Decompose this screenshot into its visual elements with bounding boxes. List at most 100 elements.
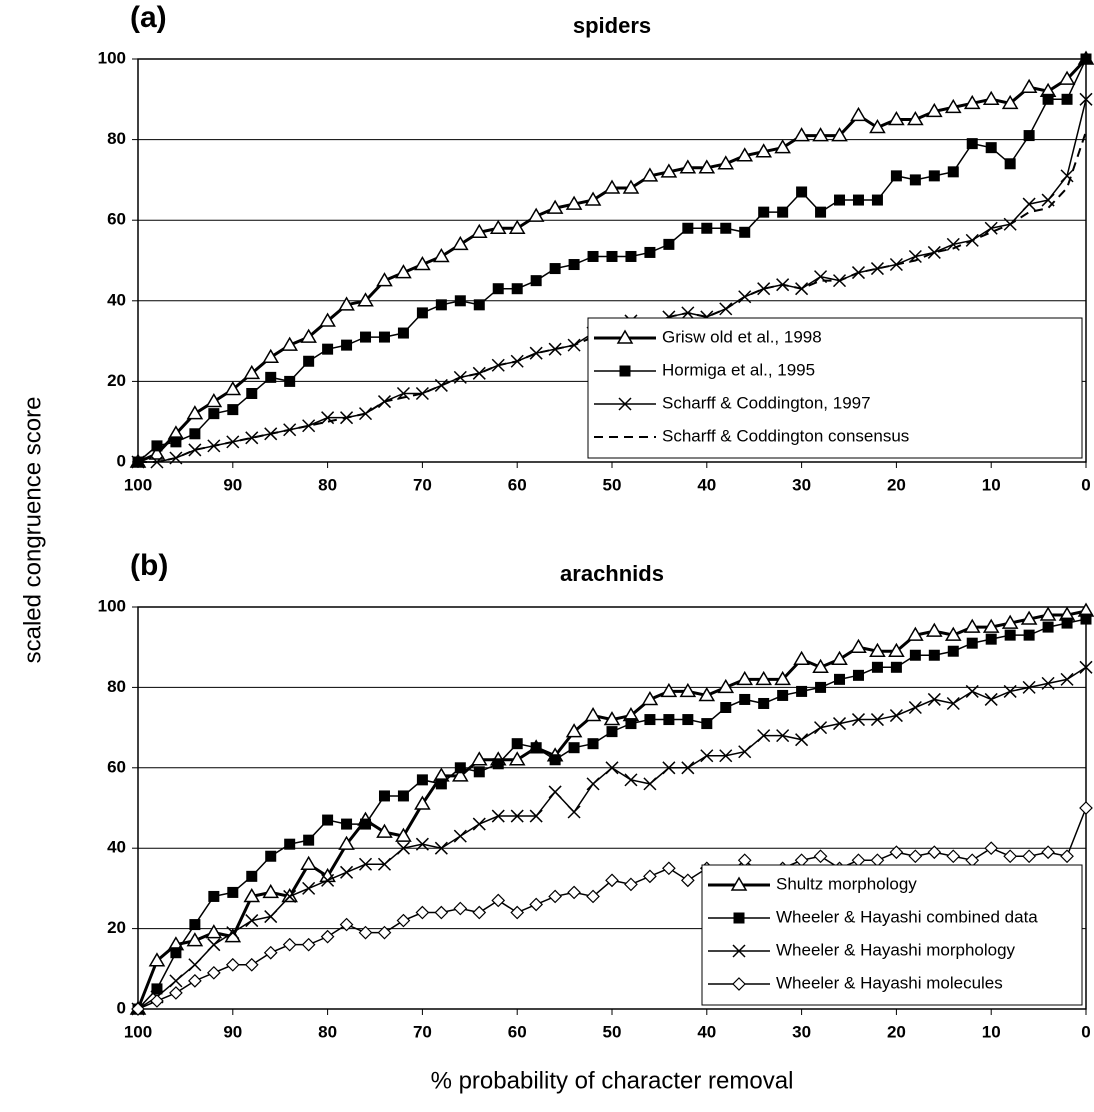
marker-square <box>852 194 864 206</box>
marker-diamond <box>605 873 619 888</box>
marker-diamond <box>624 877 638 892</box>
marker-diamond <box>339 917 354 932</box>
marker-triangle <box>755 143 772 158</box>
x-tick-label: 80 <box>318 475 337 494</box>
marker-triangle <box>508 751 526 766</box>
marker-square <box>530 275 542 287</box>
marker-square <box>758 697 770 709</box>
marker-square <box>796 186 808 198</box>
marker-square <box>360 818 372 830</box>
marker-square <box>890 661 902 673</box>
marker-square <box>208 890 220 902</box>
marker-square <box>701 222 713 234</box>
marker-x <box>1022 680 1036 694</box>
marker-x <box>302 881 316 895</box>
marker-square <box>1023 629 1035 641</box>
x-tick-label: 60 <box>508 475 527 494</box>
marker-square <box>985 633 997 645</box>
y-tick-label: 80 <box>107 129 126 148</box>
marker-x <box>264 910 278 924</box>
marker-diamond <box>889 845 904 860</box>
legend-label: Hormiga et al., 1995 <box>662 360 815 379</box>
marker-x <box>358 857 373 871</box>
panel-label: (a) <box>130 1 167 34</box>
marker-triangle <box>1020 78 1038 93</box>
marker-x <box>302 419 316 433</box>
marker-triangle <box>730 876 748 891</box>
marker-x <box>491 809 505 823</box>
marker-square <box>985 142 997 154</box>
marker-square <box>606 726 618 738</box>
marker-diamond <box>396 913 411 928</box>
marker-diamond <box>510 905 525 920</box>
marker-square <box>303 355 315 367</box>
marker-x <box>415 386 429 401</box>
marker-square <box>909 649 921 661</box>
marker-diamond <box>415 905 430 920</box>
marker-square <box>739 226 751 238</box>
marker-x <box>321 873 335 887</box>
marker-x <box>1041 676 1055 690</box>
marker-triangle <box>1020 610 1038 625</box>
marker-square <box>644 246 656 258</box>
marker-x <box>946 237 960 251</box>
marker-triangle <box>489 219 507 235</box>
marker-x <box>188 958 202 972</box>
marker-triangle <box>888 642 905 657</box>
marker-diamond <box>946 849 961 864</box>
marker-triangle <box>262 348 280 363</box>
marker-triangle <box>508 219 526 235</box>
marker-diamond <box>643 869 657 884</box>
x-tick-label: 90 <box>223 1022 242 1041</box>
marker-square <box>397 327 409 339</box>
x-tick-label: 10 <box>982 475 1001 494</box>
marker-square <box>303 834 315 846</box>
marker-triangle <box>603 179 621 194</box>
marker-triangle <box>338 835 355 850</box>
marker-diamond <box>927 845 942 860</box>
marker-triangle <box>243 887 261 903</box>
marker-square <box>890 170 902 182</box>
marker-square <box>777 689 789 701</box>
marker-x <box>984 221 998 235</box>
marker-square <box>966 138 978 150</box>
marker-square <box>928 170 940 182</box>
marker-square <box>834 673 846 685</box>
marker-x <box>832 717 847 731</box>
marker-triangle <box>186 405 204 420</box>
marker-x <box>472 817 486 831</box>
marker-triangle <box>944 98 962 114</box>
x-tick-label: 50 <box>603 1022 622 1041</box>
marker-square <box>758 206 770 218</box>
marker-diamond <box>491 893 506 908</box>
marker-square <box>587 738 599 750</box>
marker-triangle <box>812 127 829 142</box>
marker-square <box>360 331 372 343</box>
marker-triangle <box>698 686 716 702</box>
marker-square <box>1023 130 1035 142</box>
marker-square <box>777 206 789 218</box>
marker-x <box>1079 660 1093 674</box>
marker-triangle <box>831 127 848 142</box>
marker-square <box>625 718 637 730</box>
marker-x <box>340 865 354 879</box>
marker-diamond <box>453 901 468 916</box>
marker-x <box>927 245 941 259</box>
marker-triangle <box>963 618 981 633</box>
legend-label: Scharff & Coddington consensus <box>662 426 909 445</box>
marker-triangle <box>338 296 355 311</box>
marker-triangle <box>736 670 754 686</box>
marker-diamond <box>150 994 164 1008</box>
marker-square <box>246 870 258 882</box>
marker-square <box>568 742 580 754</box>
marker-triangle <box>452 767 469 782</box>
marker-triangle <box>584 191 602 206</box>
marker-diamond <box>1060 849 1074 864</box>
marker-triangle <box>414 256 431 271</box>
series-line <box>138 131 1087 463</box>
marker-x <box>965 684 979 698</box>
marker-triangle <box>603 711 621 726</box>
marker-diamond <box>680 873 695 888</box>
marker-triangle <box>717 155 735 170</box>
marker-diamond <box>586 889 600 904</box>
